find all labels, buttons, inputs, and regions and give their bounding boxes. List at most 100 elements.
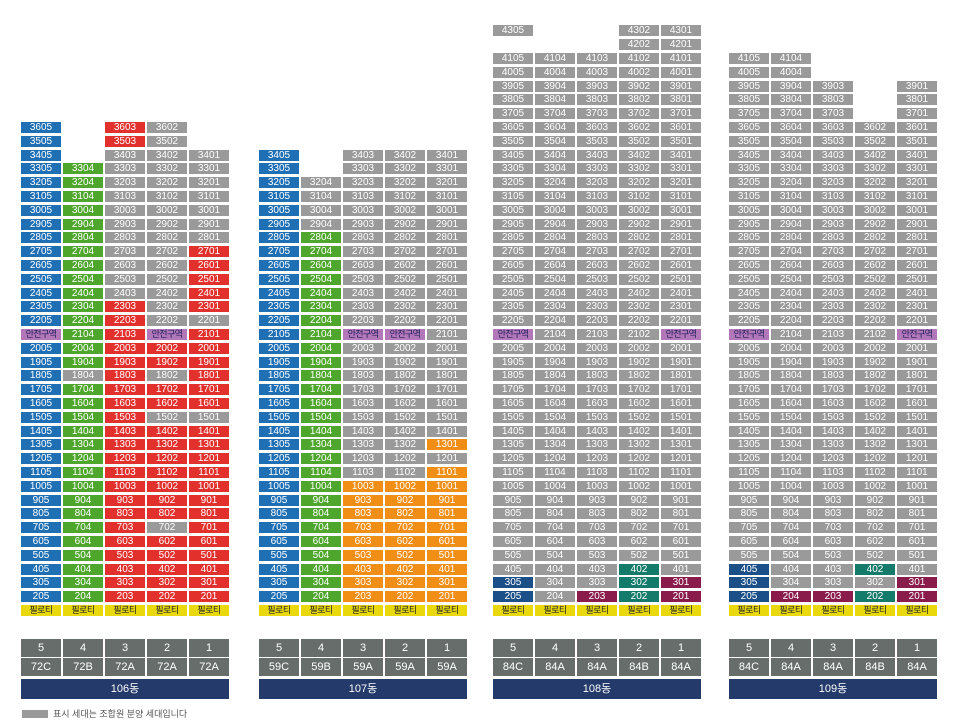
unit-cell: 3304	[770, 162, 812, 176]
unit-cell: 3705	[728, 107, 770, 121]
unit-cell: 2302	[384, 300, 426, 314]
unit-cell: 3803	[812, 93, 854, 107]
unit-cell: 602	[384, 535, 426, 548]
unit-cell: 1403	[812, 424, 854, 438]
unit-cell: 505	[492, 548, 534, 562]
unit-cell: 3201	[188, 176, 230, 190]
unit-cell: 905	[20, 493, 62, 507]
unit-cell: 704	[62, 521, 104, 535]
unit-cell: 3402	[854, 148, 896, 162]
unit-cell: 2804	[770, 231, 812, 245]
piloti-cell: 필로티	[426, 604, 468, 617]
unit-cell: 1105	[20, 466, 62, 479]
unit-cell: 601	[188, 535, 230, 548]
unit-cell: 701	[426, 521, 468, 535]
unit-cell: 1902	[384, 355, 426, 369]
unit-type-box: 59B	[301, 658, 341, 676]
unit-cell: 1202	[146, 452, 188, 466]
unit-cell: 2902	[146, 217, 188, 231]
unit-cell: 1804	[534, 369, 576, 383]
unit-cell: 3704	[534, 107, 576, 121]
unit-cell: 1704	[62, 383, 104, 397]
unit-cell: 3301	[660, 162, 702, 176]
unit-cell: 2702	[146, 245, 188, 259]
unit-cell: 805	[20, 507, 62, 521]
unit-cell: 1601	[188, 397, 230, 410]
unit-cell: 1001	[426, 479, 468, 493]
unit-type-box: 84A	[577, 658, 617, 676]
unit-cell: 2603	[104, 259, 146, 272]
unit-cell: 805	[258, 507, 300, 521]
unit-cell: 1903	[812, 355, 854, 369]
unit-cell: 3905	[492, 79, 534, 93]
unit-cell: 501	[660, 548, 702, 562]
unit-cell: 2405	[20, 286, 62, 300]
unit-cell: 1501	[426, 410, 468, 424]
unit-cell: 803	[576, 507, 618, 521]
unit-cell: 602	[618, 535, 660, 548]
unit-type-box: 59A	[385, 658, 425, 676]
unit-cell: 605	[728, 535, 770, 548]
unit-cell: 3003	[812, 203, 854, 217]
unit-cell: 2802	[618, 231, 660, 245]
unit-cell: 1602	[146, 397, 188, 410]
unit-cell: 502	[854, 548, 896, 562]
unit-cell: 1201	[188, 452, 230, 466]
unit-cell: 604	[534, 535, 576, 548]
unit-cell: 603	[342, 535, 384, 548]
unit-cell: 904	[300, 493, 342, 507]
unit-cell: 705	[258, 521, 300, 535]
unit-cell: 2305	[258, 300, 300, 314]
unit-cell: 3101	[426, 190, 468, 203]
unit-cell: 3202	[854, 176, 896, 190]
unit-cell: 4301	[660, 24, 702, 38]
unit-cell: 3505	[492, 134, 534, 148]
unit-cell: 2401	[426, 286, 468, 300]
unit-cell: 502	[384, 548, 426, 562]
unit-cell: 2004	[534, 341, 576, 355]
unit-cell: 3602	[146, 121, 188, 134]
unit-cell: 3704	[770, 107, 812, 121]
unit-cell: 3103	[104, 190, 146, 203]
unit-cell: 3005	[258, 203, 300, 217]
unit-cell: 1305	[20, 438, 62, 452]
unit-cell: 503	[104, 548, 146, 562]
line-number-box: 4	[301, 639, 341, 657]
unit-cell: 2003	[104, 341, 146, 355]
unit-cell: 3105	[492, 190, 534, 203]
unit-cell: 1102	[618, 466, 660, 479]
unit-cell: 3205	[492, 176, 534, 190]
unit-cell: 3105	[728, 190, 770, 203]
unit-type-box: 59A	[427, 658, 467, 676]
unit-cell: 1705	[20, 383, 62, 397]
unit-cell: 1301	[426, 438, 468, 452]
unit-cell: 305	[492, 576, 534, 590]
unit-cell: 3805	[492, 93, 534, 107]
unit-cell: 703	[342, 521, 384, 535]
unit-cell: 2303	[104, 300, 146, 314]
unit-cell: 2105	[258, 328, 300, 341]
unit-cell: 3904	[770, 79, 812, 93]
unit-cell: 4104	[770, 52, 812, 65]
unit-cell: 3603	[812, 121, 854, 134]
unit-cell: 3403	[812, 148, 854, 162]
unit-cell: 3305	[492, 162, 534, 176]
unit-cell: 604	[62, 535, 104, 548]
unit-cell: 1704	[534, 383, 576, 397]
unit-cell: 1002	[854, 479, 896, 493]
unit-cell: 3502	[146, 134, 188, 148]
unit-cell: 604	[770, 535, 812, 548]
unit-cell: 1402	[854, 424, 896, 438]
unit-cell: 1505	[20, 410, 62, 424]
unit-cell: 202	[854, 590, 896, 604]
unit-type-box: 84B	[855, 658, 895, 676]
unit-cell: 603	[812, 535, 854, 548]
unit-cell: 204	[534, 590, 576, 604]
unit-cell: 1603	[104, 397, 146, 410]
unit-cell: 803	[342, 507, 384, 521]
unit-cell: 1305	[492, 438, 534, 452]
unit-cell: 2301	[426, 300, 468, 314]
unit-cell: 704	[534, 521, 576, 535]
unit-cell: 2805	[728, 231, 770, 245]
unit-cell: 3803	[576, 93, 618, 107]
